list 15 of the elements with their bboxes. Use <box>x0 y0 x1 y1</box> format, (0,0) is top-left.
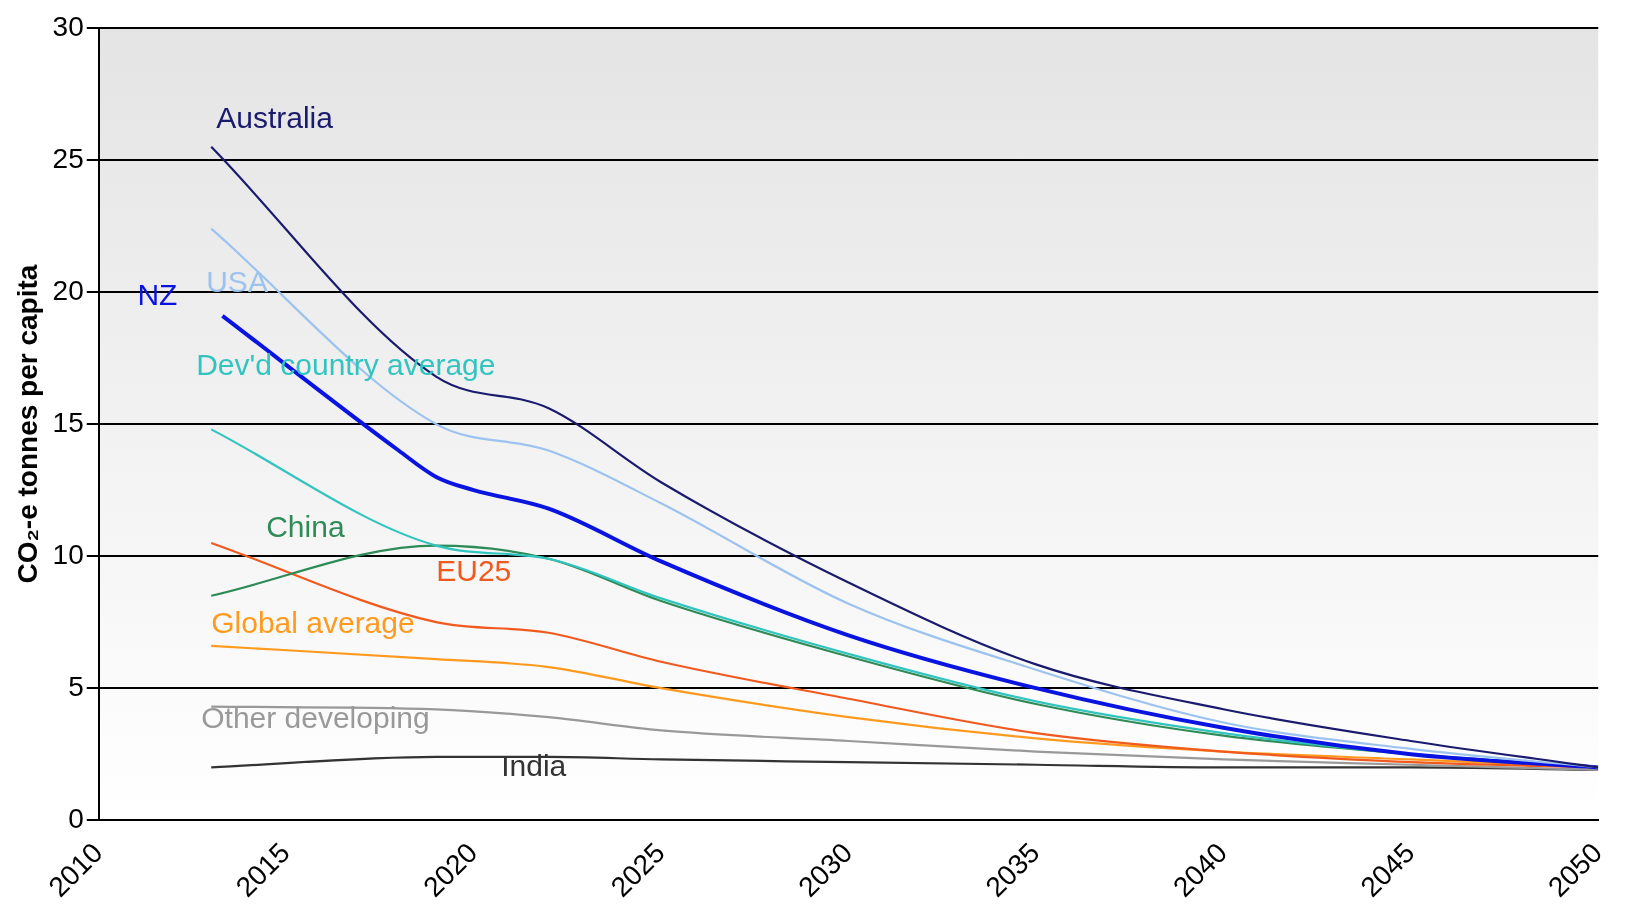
y-tick-label: 0 <box>68 802 84 834</box>
y-tick-label: 5 <box>68 670 84 702</box>
series-label: Other developing <box>201 700 430 734</box>
y-tick-label: 30 <box>52 10 84 42</box>
y-tick-label: 25 <box>52 142 84 174</box>
series-label: USA <box>206 264 268 298</box>
series-label: Global average <box>211 606 415 640</box>
y-tick-label: 20 <box>52 274 84 306</box>
series-label: EU25 <box>436 554 512 588</box>
series-label: Australia <box>216 101 334 135</box>
series-label: India <box>501 748 567 782</box>
y-axis-title: CO₂-e tonnes per capita <box>11 264 43 584</box>
y-tick-label: 10 <box>52 538 84 570</box>
y-tick-label: 15 <box>52 406 84 438</box>
series-label: China <box>266 510 345 544</box>
